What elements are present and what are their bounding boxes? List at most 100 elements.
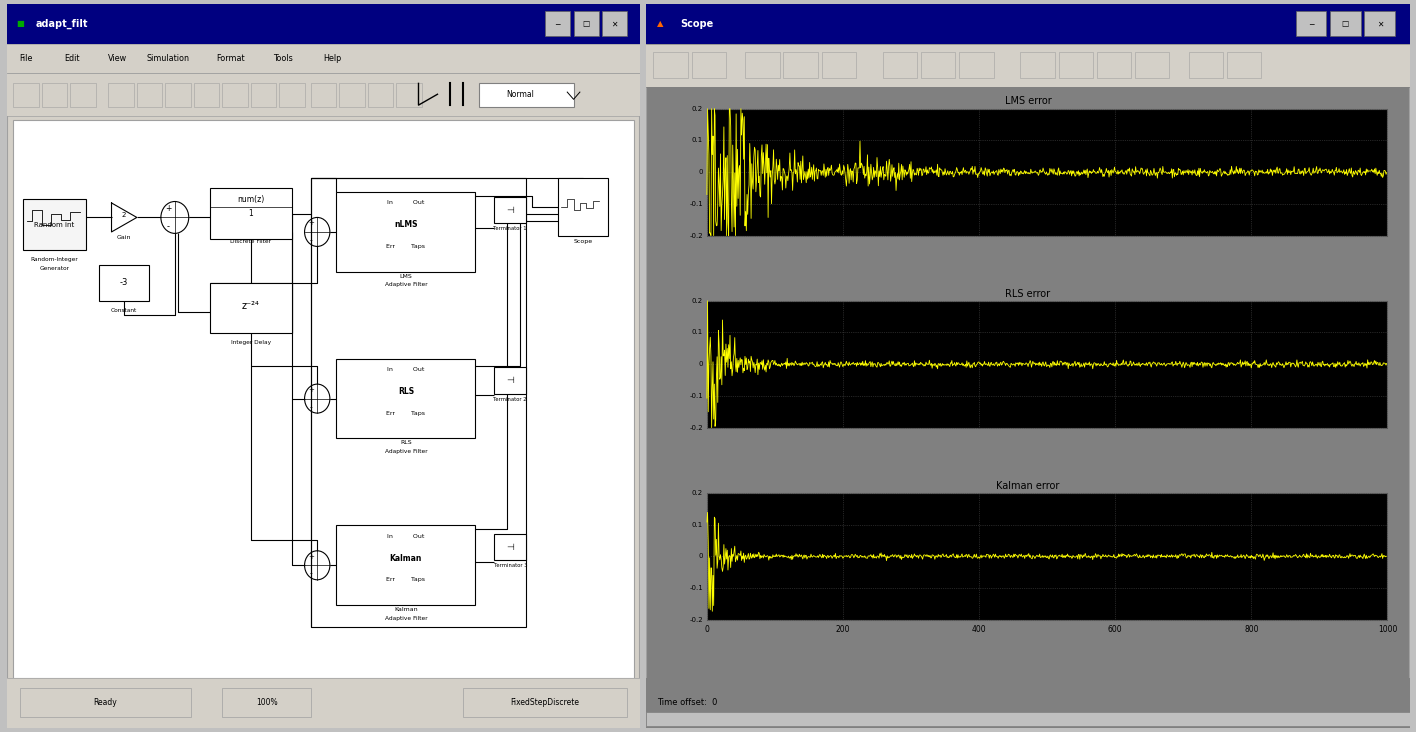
FancyBboxPatch shape: [882, 52, 918, 78]
FancyBboxPatch shape: [7, 4, 640, 728]
FancyBboxPatch shape: [7, 43, 640, 72]
FancyBboxPatch shape: [1021, 52, 1055, 78]
FancyBboxPatch shape: [646, 712, 1410, 726]
FancyBboxPatch shape: [336, 526, 476, 605]
Text: 1000: 1000: [1378, 625, 1398, 635]
FancyBboxPatch shape: [920, 52, 956, 78]
Text: 0: 0: [698, 169, 702, 175]
FancyBboxPatch shape: [7, 72, 640, 116]
Text: Terminator 2: Terminator 2: [493, 397, 527, 402]
Text: +: +: [307, 387, 314, 393]
Text: ⊣: ⊣: [507, 376, 514, 385]
Text: Random int: Random int: [34, 222, 75, 228]
Text: -: -: [310, 236, 313, 245]
FancyBboxPatch shape: [463, 689, 627, 717]
FancyBboxPatch shape: [558, 178, 609, 236]
Text: Format: Format: [217, 53, 245, 62]
FancyBboxPatch shape: [1330, 11, 1361, 37]
FancyBboxPatch shape: [545, 11, 571, 37]
Text: num(z): num(z): [236, 195, 265, 203]
FancyBboxPatch shape: [336, 192, 476, 272]
Text: 0: 0: [698, 361, 702, 367]
FancyBboxPatch shape: [821, 52, 855, 78]
Text: -0.2: -0.2: [690, 425, 702, 430]
FancyBboxPatch shape: [166, 83, 191, 107]
FancyBboxPatch shape: [99, 264, 150, 301]
Text: Edit: Edit: [64, 53, 79, 62]
FancyBboxPatch shape: [251, 83, 276, 107]
Text: Err        Taps: Err Taps: [387, 411, 425, 416]
FancyBboxPatch shape: [959, 52, 994, 78]
Text: Constant: Constant: [110, 307, 137, 313]
FancyBboxPatch shape: [279, 83, 304, 107]
FancyBboxPatch shape: [653, 52, 688, 78]
FancyBboxPatch shape: [368, 83, 394, 107]
Text: Kalman: Kalman: [394, 607, 418, 612]
Text: 2: 2: [122, 212, 126, 218]
FancyBboxPatch shape: [20, 689, 191, 717]
Text: Err        Taps: Err Taps: [387, 244, 425, 249]
Text: ▲: ▲: [657, 20, 664, 29]
FancyBboxPatch shape: [222, 83, 248, 107]
FancyBboxPatch shape: [646, 4, 1410, 728]
Text: Adaptive Filter: Adaptive Filter: [385, 616, 428, 621]
Text: RLS: RLS: [401, 440, 412, 445]
Text: Help: Help: [323, 53, 341, 62]
Text: +: +: [307, 220, 314, 226]
Text: FixedStepDiscrete: FixedStepDiscrete: [511, 698, 579, 707]
FancyBboxPatch shape: [7, 4, 640, 43]
FancyBboxPatch shape: [210, 283, 292, 333]
Text: In          Out: In Out: [387, 367, 425, 372]
FancyBboxPatch shape: [707, 493, 1388, 619]
FancyBboxPatch shape: [494, 534, 527, 560]
Text: Scope: Scope: [680, 19, 714, 29]
Text: RLS: RLS: [398, 387, 413, 396]
Text: □: □: [582, 20, 590, 29]
Text: Scope: Scope: [573, 239, 593, 244]
Text: -0.1: -0.1: [690, 585, 702, 591]
Text: Random-Integer: Random-Integer: [31, 257, 78, 262]
Text: Terminator 3: Terminator 3: [494, 564, 527, 569]
Text: ■: ■: [17, 20, 24, 29]
Text: ✕: ✕: [1376, 20, 1383, 29]
Text: Tools: Tools: [273, 53, 293, 62]
Text: -: -: [310, 569, 313, 578]
Text: Kalman error: Kalman error: [997, 481, 1059, 490]
FancyBboxPatch shape: [7, 678, 640, 728]
FancyBboxPatch shape: [13, 83, 38, 107]
FancyBboxPatch shape: [494, 197, 527, 223]
Text: +: +: [307, 553, 314, 559]
Text: +: +: [166, 203, 171, 212]
Text: 0.1: 0.1: [692, 521, 702, 528]
FancyBboxPatch shape: [1226, 52, 1262, 78]
Text: 0.1: 0.1: [692, 138, 702, 143]
Text: ─: ─: [555, 20, 561, 29]
Text: LMS error: LMS error: [1004, 97, 1052, 106]
FancyBboxPatch shape: [194, 83, 219, 107]
Text: Gain: Gain: [118, 235, 132, 240]
Text: 0.2: 0.2: [692, 490, 702, 496]
Text: -: -: [310, 403, 313, 412]
Text: Normal: Normal: [506, 91, 534, 100]
FancyBboxPatch shape: [396, 83, 422, 107]
FancyBboxPatch shape: [646, 4, 1410, 43]
Text: ✕: ✕: [612, 20, 617, 29]
FancyBboxPatch shape: [109, 83, 133, 107]
FancyBboxPatch shape: [336, 359, 476, 438]
FancyBboxPatch shape: [573, 11, 599, 37]
FancyBboxPatch shape: [1059, 52, 1093, 78]
Text: Adaptive Filter: Adaptive Filter: [385, 449, 428, 454]
FancyBboxPatch shape: [1136, 52, 1170, 78]
FancyBboxPatch shape: [137, 83, 163, 107]
Text: -0.2: -0.2: [690, 616, 702, 623]
FancyBboxPatch shape: [1365, 11, 1395, 37]
Text: File: File: [20, 53, 33, 62]
Text: -0.2: -0.2: [690, 233, 702, 239]
FancyBboxPatch shape: [602, 11, 627, 37]
Text: Err        Taps: Err Taps: [387, 578, 425, 582]
Text: Terminator 1: Terminator 1: [493, 226, 527, 231]
Text: -0.1: -0.1: [690, 201, 702, 207]
Text: 0.2: 0.2: [692, 298, 702, 304]
FancyBboxPatch shape: [691, 52, 726, 78]
Text: z⁻²⁴: z⁻²⁴: [242, 301, 259, 311]
